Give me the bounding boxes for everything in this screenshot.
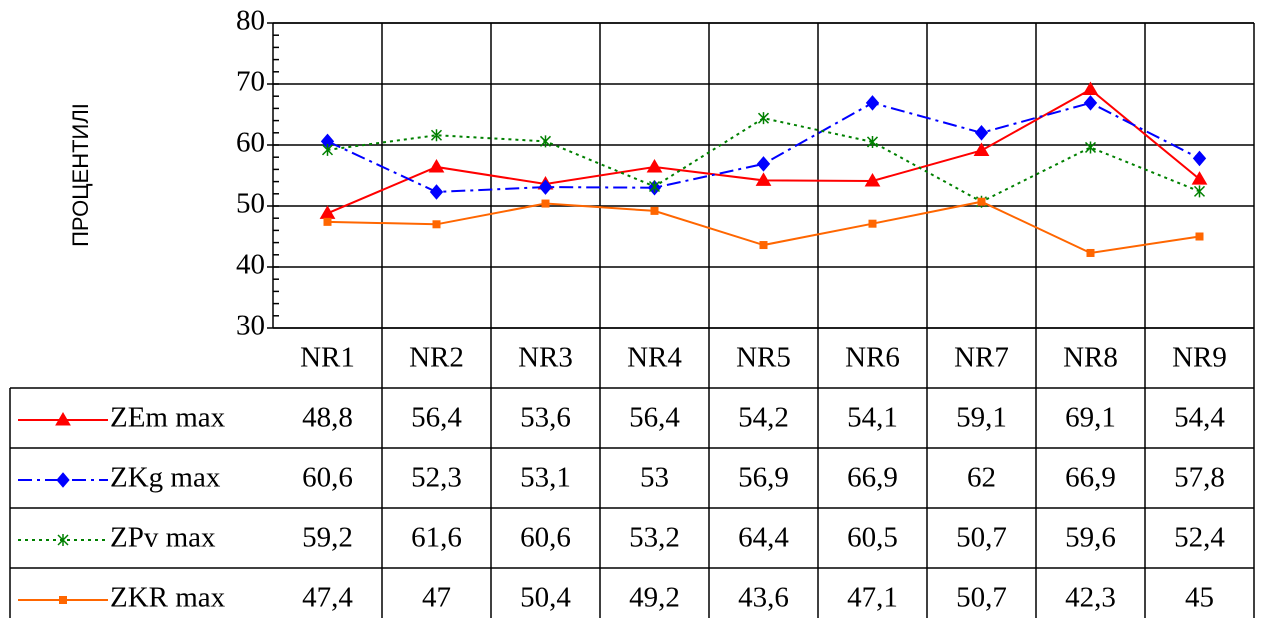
marker <box>973 142 990 156</box>
table-value: 52,4 <box>1174 522 1225 554</box>
table-value: 66,9 <box>1065 462 1116 494</box>
marker <box>56 472 70 488</box>
marker <box>1083 95 1098 111</box>
table-value: 48,8 <box>302 402 353 434</box>
x-tick-label: NR6 <box>845 342 900 374</box>
y-tick-label: 50 <box>236 188 265 220</box>
marker <box>755 172 772 186</box>
table-value: 43,6 <box>738 582 789 614</box>
marker <box>864 172 881 187</box>
table-value: 59,2 <box>302 522 353 554</box>
x-tick-label: NR4 <box>627 342 682 374</box>
table-value: 54,2 <box>738 402 789 434</box>
table-value: 59,1 <box>956 402 1007 434</box>
table-value: 47,4 <box>302 582 353 614</box>
marker <box>1084 141 1097 154</box>
marker <box>1086 248 1095 257</box>
table-value: 50,4 <box>520 582 571 614</box>
marker <box>541 199 550 208</box>
marker <box>430 129 443 142</box>
x-tick-label: NR1 <box>300 342 355 374</box>
marker <box>1191 171 1208 185</box>
marker <box>428 158 445 173</box>
table-value: 54,1 <box>847 402 898 434</box>
table-value: 62 <box>967 462 996 494</box>
marker <box>323 217 332 226</box>
table-value: 53,1 <box>520 462 571 494</box>
table-value: 45 <box>1185 582 1214 614</box>
marker <box>1082 81 1099 95</box>
table-value: 66,9 <box>847 462 898 494</box>
table-value: 50,7 <box>956 582 1007 614</box>
x-tick-label: NR5 <box>736 342 791 374</box>
marker <box>55 412 71 426</box>
marker <box>539 135 552 148</box>
y-tick-label: 70 <box>236 66 265 98</box>
y-tick-label: 30 <box>236 310 265 342</box>
table-value: 59,6 <box>1065 522 1116 554</box>
marker <box>1195 232 1204 241</box>
table-value: 56,4 <box>629 402 680 434</box>
table-value: 50,7 <box>956 522 1007 554</box>
y-tick-label: 60 <box>236 127 265 159</box>
marker <box>538 179 553 195</box>
marker <box>321 143 334 156</box>
marker <box>757 112 770 125</box>
legend-label: ZPv max <box>110 522 216 554</box>
table-value: 57,8 <box>1174 462 1225 494</box>
legend-label: ZKg max <box>110 462 221 494</box>
marker <box>648 180 661 193</box>
table-value: 53,2 <box>629 522 680 554</box>
y-tick-label: 80 <box>236 5 265 37</box>
marker <box>865 95 880 111</box>
table-value: 49,2 <box>629 582 680 614</box>
table-value: 60,5 <box>847 522 898 554</box>
table-value: 54,4 <box>1174 402 1225 434</box>
series-line <box>327 88 1201 215</box>
table-value: 53 <box>640 462 669 494</box>
table-value: 64,4 <box>738 522 789 554</box>
table-value: 60,6 <box>520 522 571 554</box>
marker <box>57 534 69 546</box>
x-tick-label: NR8 <box>1063 342 1118 374</box>
table-value: 47 <box>422 582 451 614</box>
marker <box>759 241 768 250</box>
y-axis-label: ПРОЦЕНТИЛІ <box>68 103 93 247</box>
marker <box>756 156 771 172</box>
table-value: 53,6 <box>520 402 571 434</box>
table-value: 60,6 <box>302 462 353 494</box>
table-value: 56,9 <box>738 462 789 494</box>
table-value: 42,3 <box>1065 582 1116 614</box>
marker <box>432 220 441 229</box>
legend-label: ZEm max <box>110 402 226 434</box>
marker <box>974 125 989 141</box>
x-tick-label: NR7 <box>954 342 1009 374</box>
marker <box>429 184 444 200</box>
table-value: 52,3 <box>411 462 462 494</box>
y-tick-label: 40 <box>236 249 265 281</box>
x-tick-label: NR3 <box>518 342 573 374</box>
marker <box>1192 150 1207 167</box>
table-value: 61,6 <box>411 522 462 554</box>
x-tick-label: NR9 <box>1172 342 1227 374</box>
marker <box>866 135 879 148</box>
marker <box>868 219 877 228</box>
marker <box>59 596 67 604</box>
legend-label: ZKR max <box>110 582 226 614</box>
table-value: 56,4 <box>411 402 462 434</box>
marker <box>650 206 659 215</box>
marker <box>977 197 986 206</box>
marker <box>646 158 663 173</box>
table-value: 69,1 <box>1065 402 1116 434</box>
marker <box>1193 185 1206 198</box>
series-line <box>327 101 1200 193</box>
x-tick-label: NR2 <box>409 342 464 374</box>
table-value: 47,1 <box>847 582 898 614</box>
